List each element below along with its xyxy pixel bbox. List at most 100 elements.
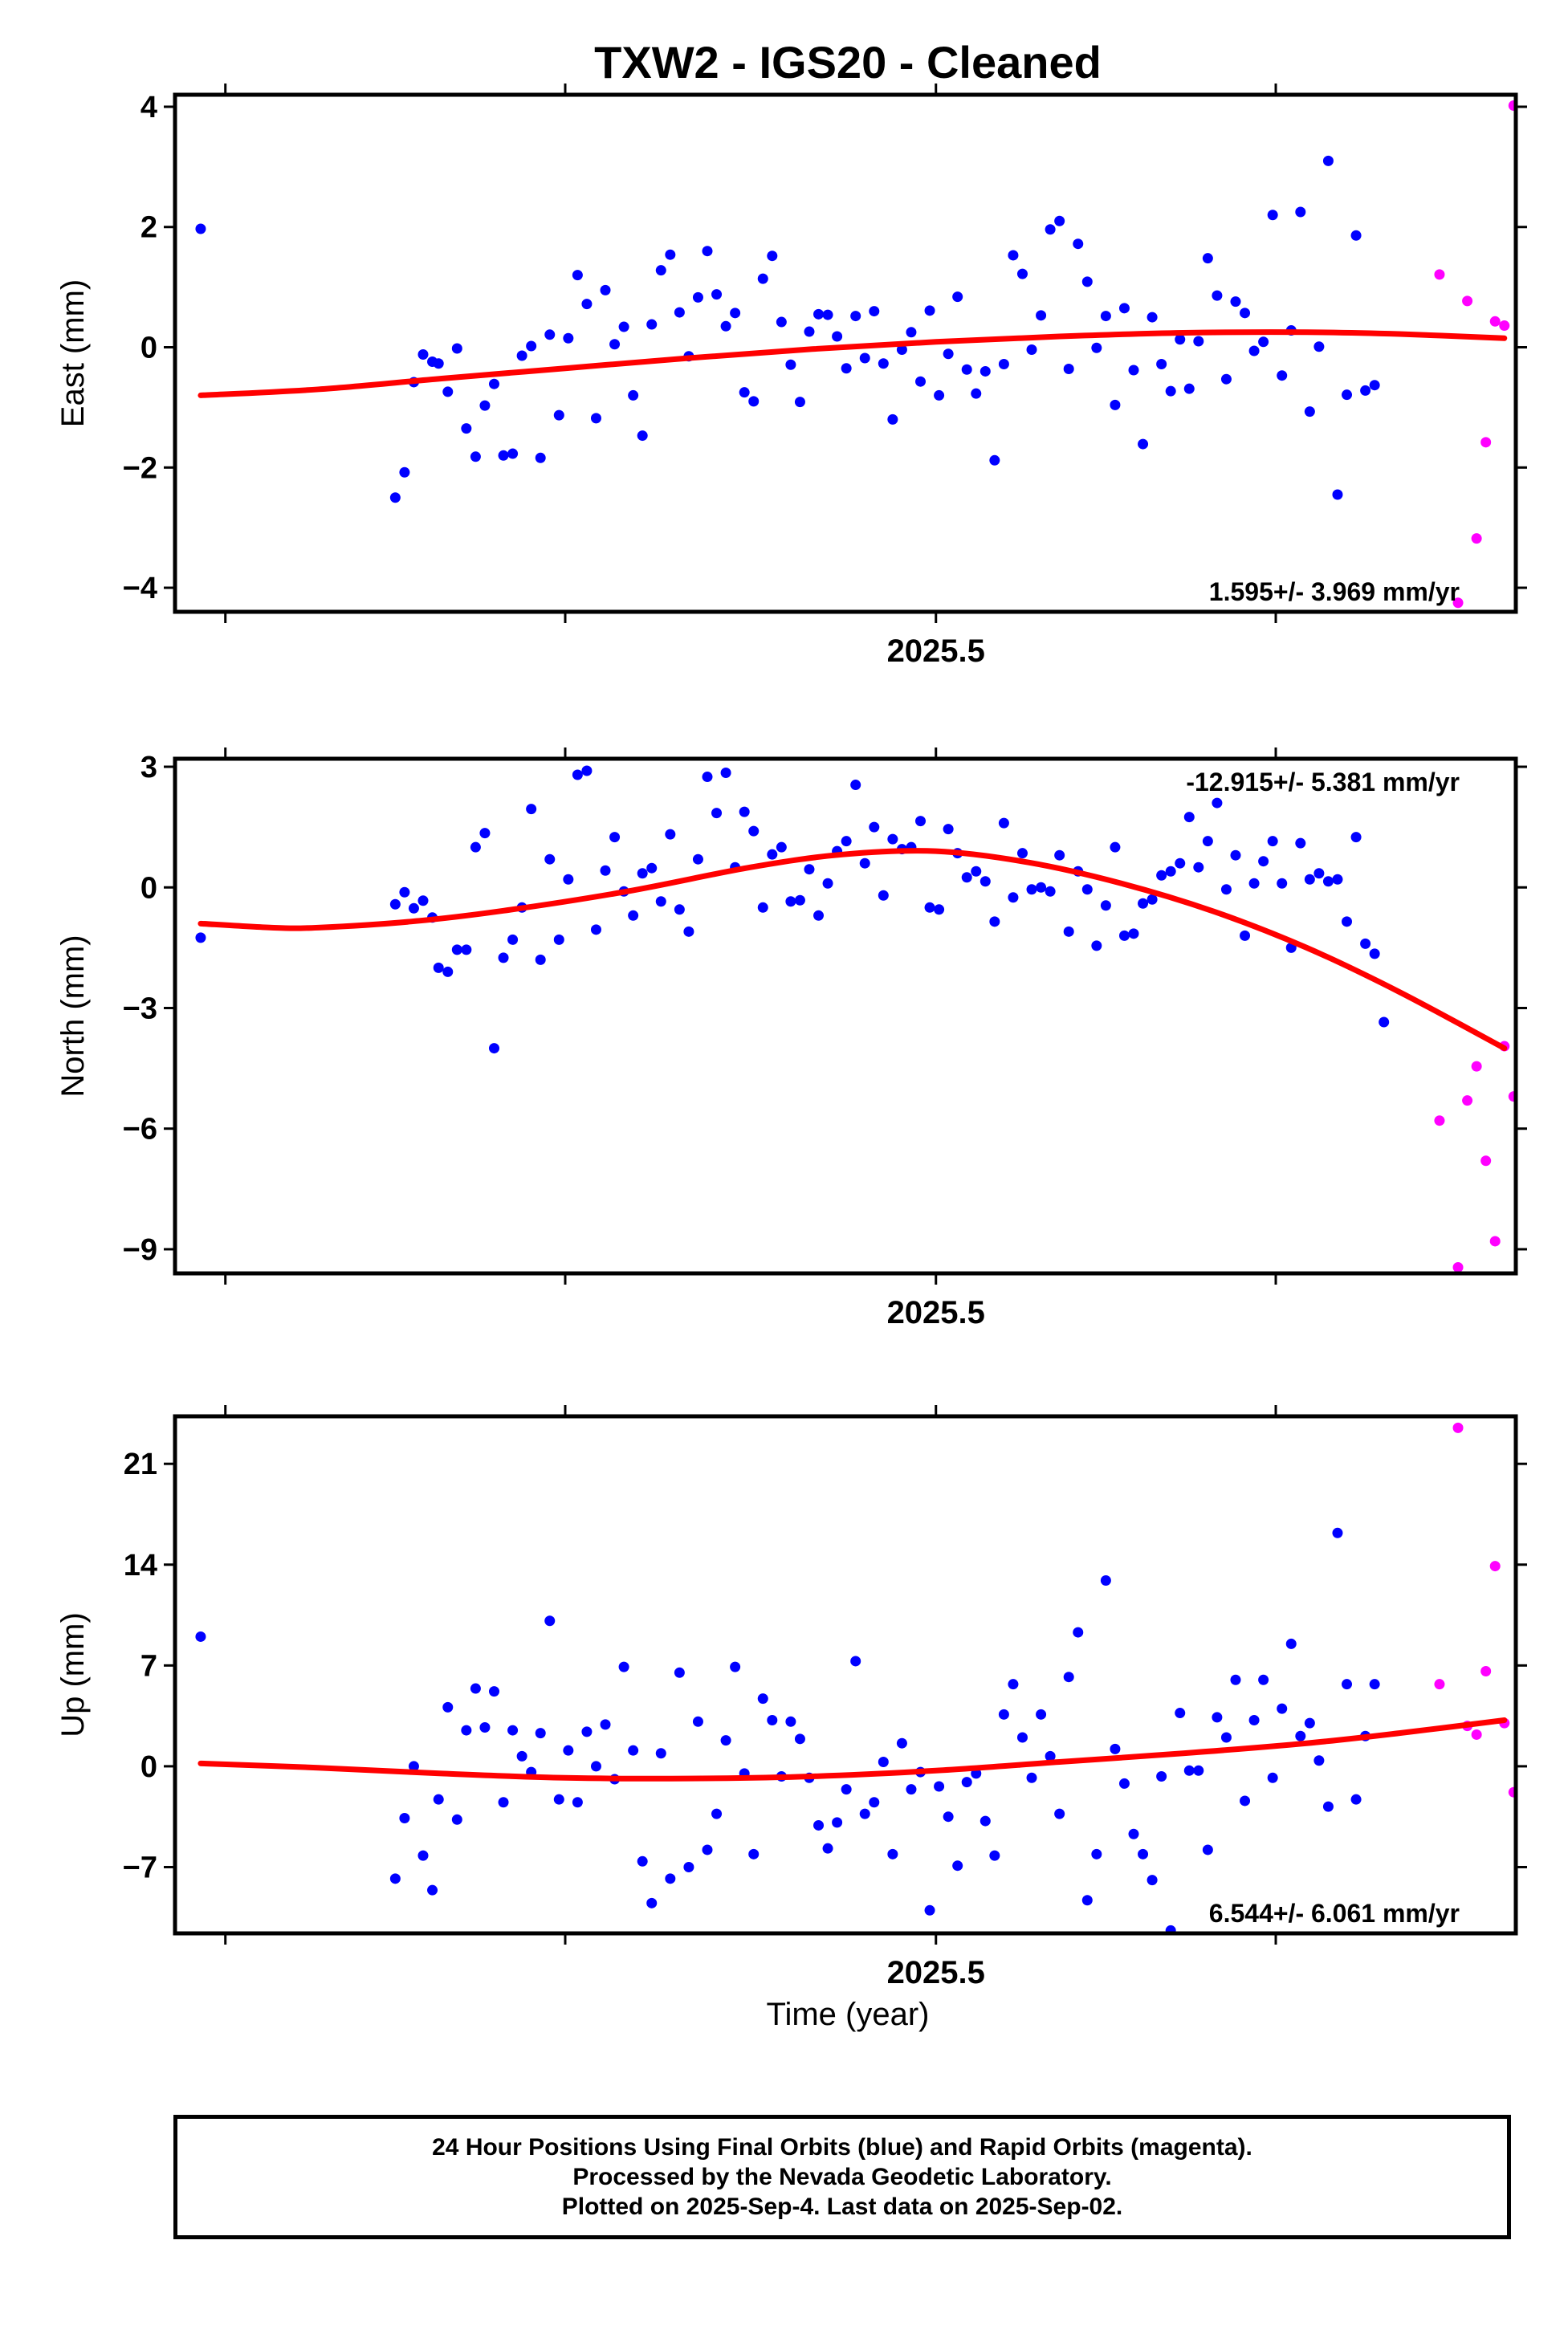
final-orbit-point — [850, 780, 861, 791]
final-orbit-point — [433, 962, 444, 973]
rapid-orbit-point — [1434, 269, 1445, 280]
final-orbit-point — [1322, 155, 1334, 166]
final-orbit-point — [581, 299, 593, 310]
final-orbit-point — [1183, 383, 1195, 394]
final-orbit-point — [757, 902, 768, 913]
final-orbit-point — [399, 466, 410, 478]
final-orbit-point — [989, 916, 1000, 927]
final-orbit-point — [609, 832, 621, 843]
final-orbit-point — [832, 1817, 843, 1828]
final-orbit-point — [1322, 1801, 1334, 1812]
final-orbit-point — [906, 1784, 917, 1795]
final-orbit-point — [655, 265, 666, 276]
final-orbit-point — [433, 358, 444, 369]
final-orbit-point — [776, 841, 787, 853]
final-orbit-point — [841, 836, 852, 847]
final-orbit-point — [1212, 290, 1223, 301]
final-orbit-point — [646, 319, 658, 330]
final-orbit-point — [952, 1860, 963, 1872]
final-orbit-point — [1146, 894, 1158, 905]
final-orbit-point — [590, 924, 601, 935]
final-orbit-point — [859, 352, 870, 364]
final-orbit-point — [1240, 930, 1251, 941]
final-orbit-point — [637, 430, 648, 442]
y-tick-label: 0 — [141, 871, 157, 905]
final-orbit-point — [859, 1808, 870, 1819]
final-orbit-point — [1110, 841, 1121, 853]
final-orbit-point — [1138, 898, 1149, 909]
final-orbit-point — [1313, 868, 1325, 879]
final-orbit-point — [1248, 1715, 1260, 1726]
final-orbit-point — [832, 331, 843, 342]
final-orbit-point — [507, 934, 519, 945]
final-orbit-point — [1313, 341, 1325, 352]
final-orbit-point — [711, 289, 723, 300]
final-orbit-point — [979, 365, 991, 377]
final-orbit-point — [1175, 857, 1186, 869]
markers — [195, 1422, 1516, 1933]
final-orbit-point — [1388, 0, 1399, 6]
final-orbit-point — [488, 378, 499, 389]
final-orbit-point — [1036, 882, 1047, 893]
final-orbit-point — [1248, 345, 1260, 356]
final-orbit-point — [767, 251, 778, 262]
final-orbit-point — [451, 944, 462, 955]
final-orbit-point — [1183, 1765, 1195, 1776]
final-orbit-point — [451, 1814, 462, 1825]
final-orbit-point — [1063, 926, 1074, 937]
final-orbit-point — [1156, 1770, 1167, 1782]
final-orbit-point — [389, 1873, 401, 1884]
final-orbit-point — [1091, 1848, 1102, 1859]
final-orbit-point — [841, 1784, 852, 1795]
y-tick-label: 4 — [141, 91, 157, 124]
final-orbit-point — [479, 1721, 491, 1733]
final-orbit-point — [600, 1719, 611, 1730]
final-orbit-point — [470, 841, 481, 853]
final-orbit-point — [961, 872, 972, 883]
final-orbit-point — [1240, 1795, 1251, 1807]
panels: −4 −2 0 2 4 2025.5 East (mm) 1.595+/- 3.969 mm/… — [55, 0, 1527, 1990]
final-orbit-point — [1138, 438, 1149, 450]
final-orbit-point — [943, 1811, 954, 1823]
final-orbit-point — [433, 1794, 444, 1805]
final-orbit-point — [822, 1843, 833, 1854]
y-tick-label: 0 — [141, 1750, 157, 1784]
final-orbit-point — [442, 386, 454, 397]
final-orbit-point — [646, 1897, 658, 1908]
final-orbit-point — [1016, 848, 1028, 859]
final-orbit-point — [1230, 296, 1241, 308]
final-orbit-point — [1369, 948, 1380, 959]
final-orbit-point — [711, 1808, 723, 1819]
final-orbit-point — [572, 270, 583, 281]
rapid-orbit-point — [1489, 316, 1501, 327]
x-tick-label: 2025.5 — [887, 633, 985, 669]
final-orbit-point — [934, 904, 945, 915]
rapid-orbit-point — [1471, 533, 1482, 544]
final-orbit-point — [1054, 849, 1065, 861]
final-orbit-point — [427, 1884, 438, 1896]
final-orbit-point — [822, 878, 833, 889]
final-orbit-point — [1156, 358, 1167, 369]
caption-line-1: 24 Hour Positions Using Final Orbits (bl… — [432, 2134, 1252, 2161]
final-orbit-point — [822, 309, 833, 320]
final-orbit-point — [1332, 1527, 1343, 1538]
final-orbit-point — [1360, 385, 1371, 396]
final-orbit-point — [1193, 862, 1204, 873]
final-orbit-point — [748, 825, 760, 837]
final-orbit-point — [1295, 837, 1306, 849]
final-orbit-point — [1008, 1679, 1019, 1690]
final-orbit-point — [1304, 874, 1315, 885]
final-orbit-point — [757, 273, 768, 284]
final-orbit-point — [572, 769, 583, 780]
final-orbit-point — [590, 413, 601, 424]
rapid-orbit-point — [1480, 437, 1492, 448]
final-orbit-point — [1026, 884, 1037, 895]
final-orbit-point — [1322, 876, 1334, 887]
final-orbit-point — [618, 321, 629, 332]
final-orbit-point — [1100, 311, 1111, 322]
final-orbit-point — [1379, 1016, 1390, 1028]
final-orbit-point — [943, 348, 954, 360]
final-orbit-point — [943, 824, 954, 835]
final-orbit-point — [1350, 832, 1362, 843]
